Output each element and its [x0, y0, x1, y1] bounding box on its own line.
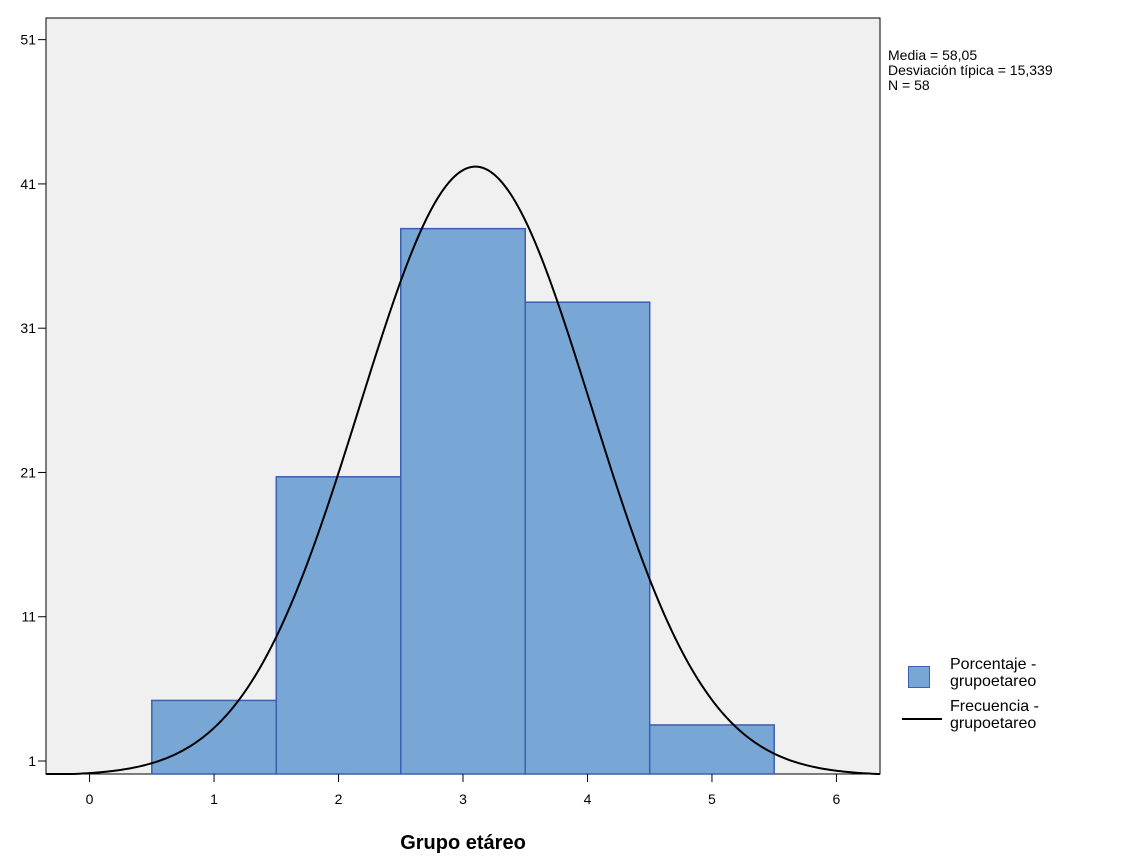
- x-tick-label-0: 0: [86, 791, 94, 807]
- mean-label: Media = 58,05: [888, 47, 978, 63]
- x-tick-label-2: 2: [335, 791, 343, 807]
- x-tick-label-4: 4: [584, 791, 592, 807]
- legend-item-percentage: Porcentaje - grupoetareo: [902, 656, 1122, 698]
- y-tick-label-11: 11: [21, 609, 36, 625]
- legend-label-percentage: Porcentaje - grupoetareo: [950, 656, 1037, 690]
- y-tick-label-51: 51: [20, 32, 36, 48]
- y-tick-label-41: 41: [20, 176, 36, 192]
- y-tick-label-1: 1: [28, 753, 36, 769]
- histogram-bar-3: [400, 227, 526, 775]
- y-tick-label-31: 31: [20, 320, 36, 336]
- histogram-bar-4: [524, 301, 651, 775]
- normal-curve: [46, 165, 881, 775]
- std-dev-label: Desviación típica = 15,339: [888, 62, 1053, 78]
- summary-stats: Media = 58,05 Desviación típica = 15,339…: [888, 48, 1053, 93]
- n-label: N = 58: [888, 77, 930, 93]
- y-tick-label-21: 21: [20, 464, 36, 480]
- legend-item-frequency: Frecuencia - grupoetareo: [902, 698, 1122, 740]
- x-axis: 0 1 2 3 4 5 6: [86, 774, 841, 807]
- x-tick-label-1: 1: [210, 791, 218, 807]
- legend-swatch-line: [902, 718, 942, 720]
- x-tick-label-5: 5: [708, 791, 716, 807]
- histogram-bar-1: [151, 699, 278, 775]
- x-tick-label-6: 6: [833, 791, 841, 807]
- bars-group: [151, 227, 775, 775]
- x-axis-title: Grupo etáreo: [400, 832, 526, 854]
- legend-label-frequency: Frecuencia - grupoetareo: [950, 698, 1039, 732]
- legend: Porcentaje - grupoetareo Frecuencia - gr…: [902, 656, 1122, 740]
- histogram-bar-2: [275, 476, 402, 775]
- histogram-bar-5: [648, 724, 775, 775]
- legend-swatch-bar: [908, 666, 930, 688]
- x-tick-label-3: 3: [459, 791, 467, 807]
